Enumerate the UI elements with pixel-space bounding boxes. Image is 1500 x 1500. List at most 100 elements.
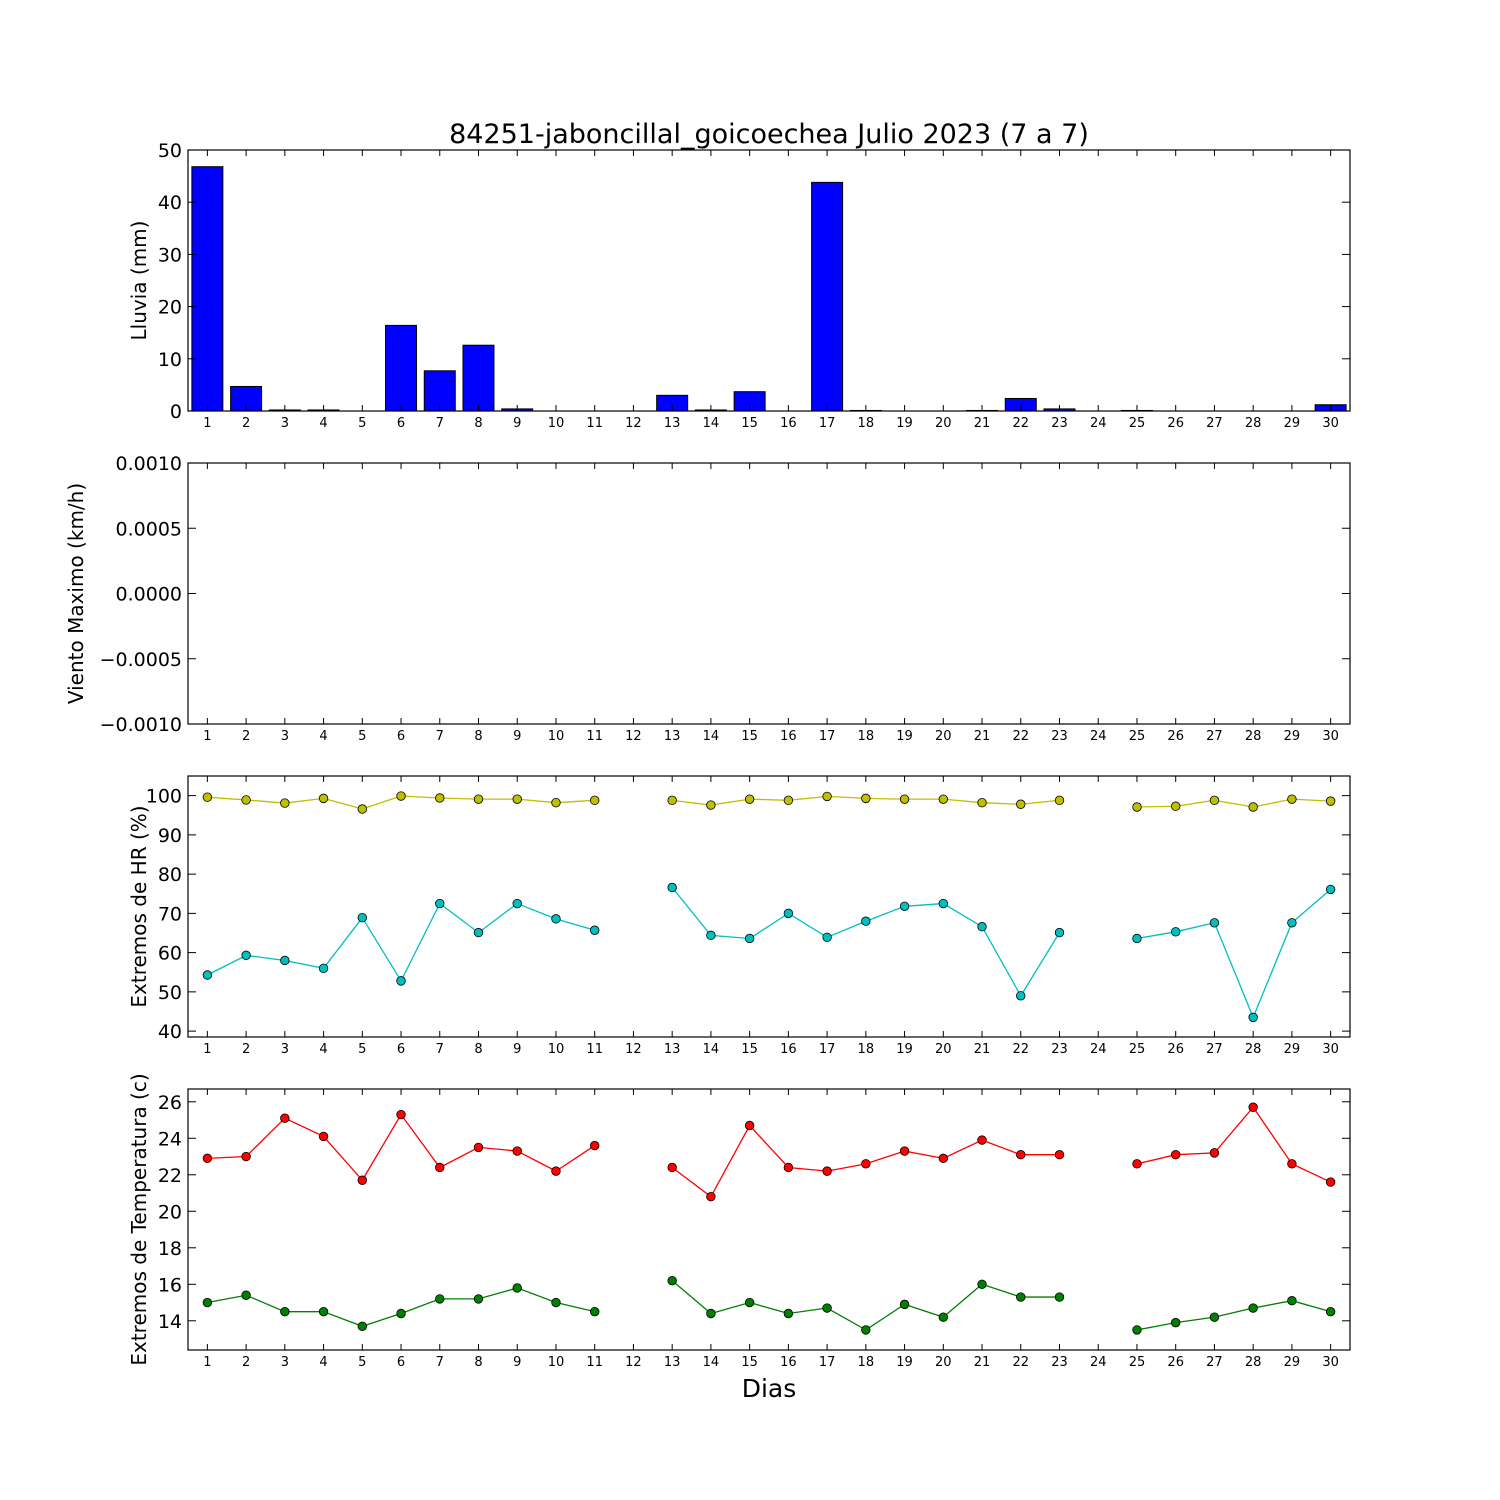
- hr_min-point: [783, 908, 794, 919]
- x-tick-label: 26: [1167, 416, 1184, 431]
- x-tick-label: 14: [703, 416, 720, 431]
- x-tick-label: 6: [397, 1355, 405, 1370]
- y-tick-label: 0: [170, 401, 182, 423]
- temp_min-point: [396, 1308, 406, 1319]
- x-tick-label: 16: [780, 1042, 797, 1057]
- x-tick-label: 8: [474, 416, 482, 431]
- temp_max-point: [1170, 1150, 1181, 1160]
- temp_min-point: [822, 1303, 832, 1313]
- hr_max-point: [1016, 799, 1026, 809]
- y-axis-label: Viento Maximo (km/h): [64, 483, 88, 704]
- x-tick-label: 9: [513, 1355, 521, 1370]
- temp_min-point: [1209, 1312, 1220, 1322]
- x-tick-label: 26: [1167, 1355, 1184, 1370]
- x-tick-label: 15: [741, 1355, 758, 1370]
- x-tick-label: 27: [1206, 1042, 1223, 1057]
- hr_min-point: [822, 932, 832, 943]
- x-tick-label: 15: [741, 1042, 758, 1057]
- x-tick-label: 28: [1245, 1042, 1262, 1057]
- plot-frame: [187, 775, 1351, 1038]
- hr_min-line: [1136, 888, 1332, 1020]
- hr_max-point: [318, 793, 329, 804]
- hr_max-point: [280, 798, 290, 808]
- hr_max-point: [396, 791, 406, 801]
- hr_min-point: [512, 898, 522, 909]
- x-tick-label: 25: [1129, 1355, 1146, 1370]
- hr_min-point: [1016, 991, 1026, 1001]
- x-tick-label: 26: [1167, 1042, 1184, 1057]
- temp_max-point: [938, 1153, 949, 1164]
- temp_max-point: [744, 1120, 755, 1131]
- hr_max-point: [1248, 802, 1258, 812]
- x-tick-label: 18: [858, 1042, 875, 1057]
- temp_max-point: [1209, 1148, 1220, 1158]
- x-tick-label: 23: [1051, 1355, 1068, 1370]
- temp_min-point: [512, 1283, 522, 1293]
- temp_min-point: [357, 1321, 368, 1331]
- x-tick-label: 22: [1012, 1042, 1029, 1057]
- x-tick-label: 17: [819, 729, 836, 744]
- x-tick-label: 21: [974, 1355, 991, 1370]
- x-tick-label: 5: [358, 729, 366, 744]
- hr_max-point: [938, 794, 949, 804]
- x-tick-label: 7: [436, 729, 444, 744]
- temp_min-point: [899, 1299, 910, 1310]
- hr_min-point: [938, 898, 949, 909]
- hr_max-point: [512, 794, 522, 804]
- temp_max-point: [1248, 1102, 1258, 1112]
- temp_max-point: [1016, 1150, 1026, 1160]
- x-tick-label: 25: [1129, 1042, 1146, 1057]
- x-tick-label: 10: [548, 1042, 565, 1057]
- temp_max-point: [667, 1162, 677, 1173]
- hr_min-point: [706, 930, 716, 941]
- x-axis-label: Dias: [742, 1374, 797, 1403]
- y-tick-label: 14: [158, 1311, 182, 1333]
- y-tick-label: 80: [158, 864, 182, 886]
- x-tick-label: 16: [780, 729, 797, 744]
- hr_min-point: [667, 882, 677, 893]
- x-tick-label: 18: [858, 729, 875, 744]
- x-tick-label: 12: [625, 416, 642, 431]
- hr_max-point: [1287, 794, 1297, 804]
- hr_min-point: [435, 898, 445, 909]
- chart-title: 84251-jaboncillal_goicoechea Julio 2023 …: [449, 119, 1089, 150]
- hr_max-point: [977, 797, 987, 808]
- x-tick-label: 28: [1245, 416, 1262, 431]
- temp_min-point: [202, 1297, 213, 1308]
- x-tick-label: 22: [1012, 729, 1029, 744]
- hr_min-point: [1170, 927, 1181, 937]
- plot-frame: [187, 462, 1351, 725]
- x-tick-label: 30: [1322, 729, 1339, 744]
- temp_max-point: [1325, 1177, 1336, 1187]
- y-tick-label: 24: [158, 1128, 182, 1150]
- y-tick-label: 0.0000: [116, 584, 182, 606]
- x-tick-label: 20: [935, 416, 952, 431]
- x-tick-label: 22: [1012, 1355, 1029, 1370]
- x-tick-label: 27: [1206, 729, 1223, 744]
- hr_min-point: [1248, 1012, 1258, 1023]
- temp_max-point: [357, 1175, 368, 1185]
- x-tick-label: 9: [513, 416, 521, 431]
- x-tick-label: 8: [474, 1042, 482, 1057]
- x-tick-label: 1: [203, 729, 211, 744]
- x-tick-label: 2: [242, 416, 250, 431]
- rain-bar: [385, 324, 418, 412]
- y-tick-label: 22: [158, 1165, 182, 1187]
- x-tick-label: 5: [358, 416, 366, 431]
- temp_min-point: [861, 1325, 871, 1335]
- y-tick-label: 40: [158, 1021, 182, 1043]
- hr_min-point: [241, 950, 251, 961]
- hr_max-line: [1136, 798, 1331, 808]
- x-tick-label: 7: [436, 416, 444, 431]
- hr_max-point: [357, 804, 368, 814]
- x-tick-label: 18: [858, 1355, 875, 1370]
- x-tick-label: 3: [281, 1355, 289, 1370]
- hr_max-point: [1170, 801, 1181, 811]
- x-tick-label: 6: [397, 416, 405, 431]
- y-tick-label: 60: [158, 943, 182, 965]
- temp_min-point: [938, 1312, 949, 1322]
- temp_max-point: [783, 1162, 794, 1173]
- x-tick-label: 29: [1284, 1355, 1301, 1370]
- temp_min-point: [783, 1308, 794, 1319]
